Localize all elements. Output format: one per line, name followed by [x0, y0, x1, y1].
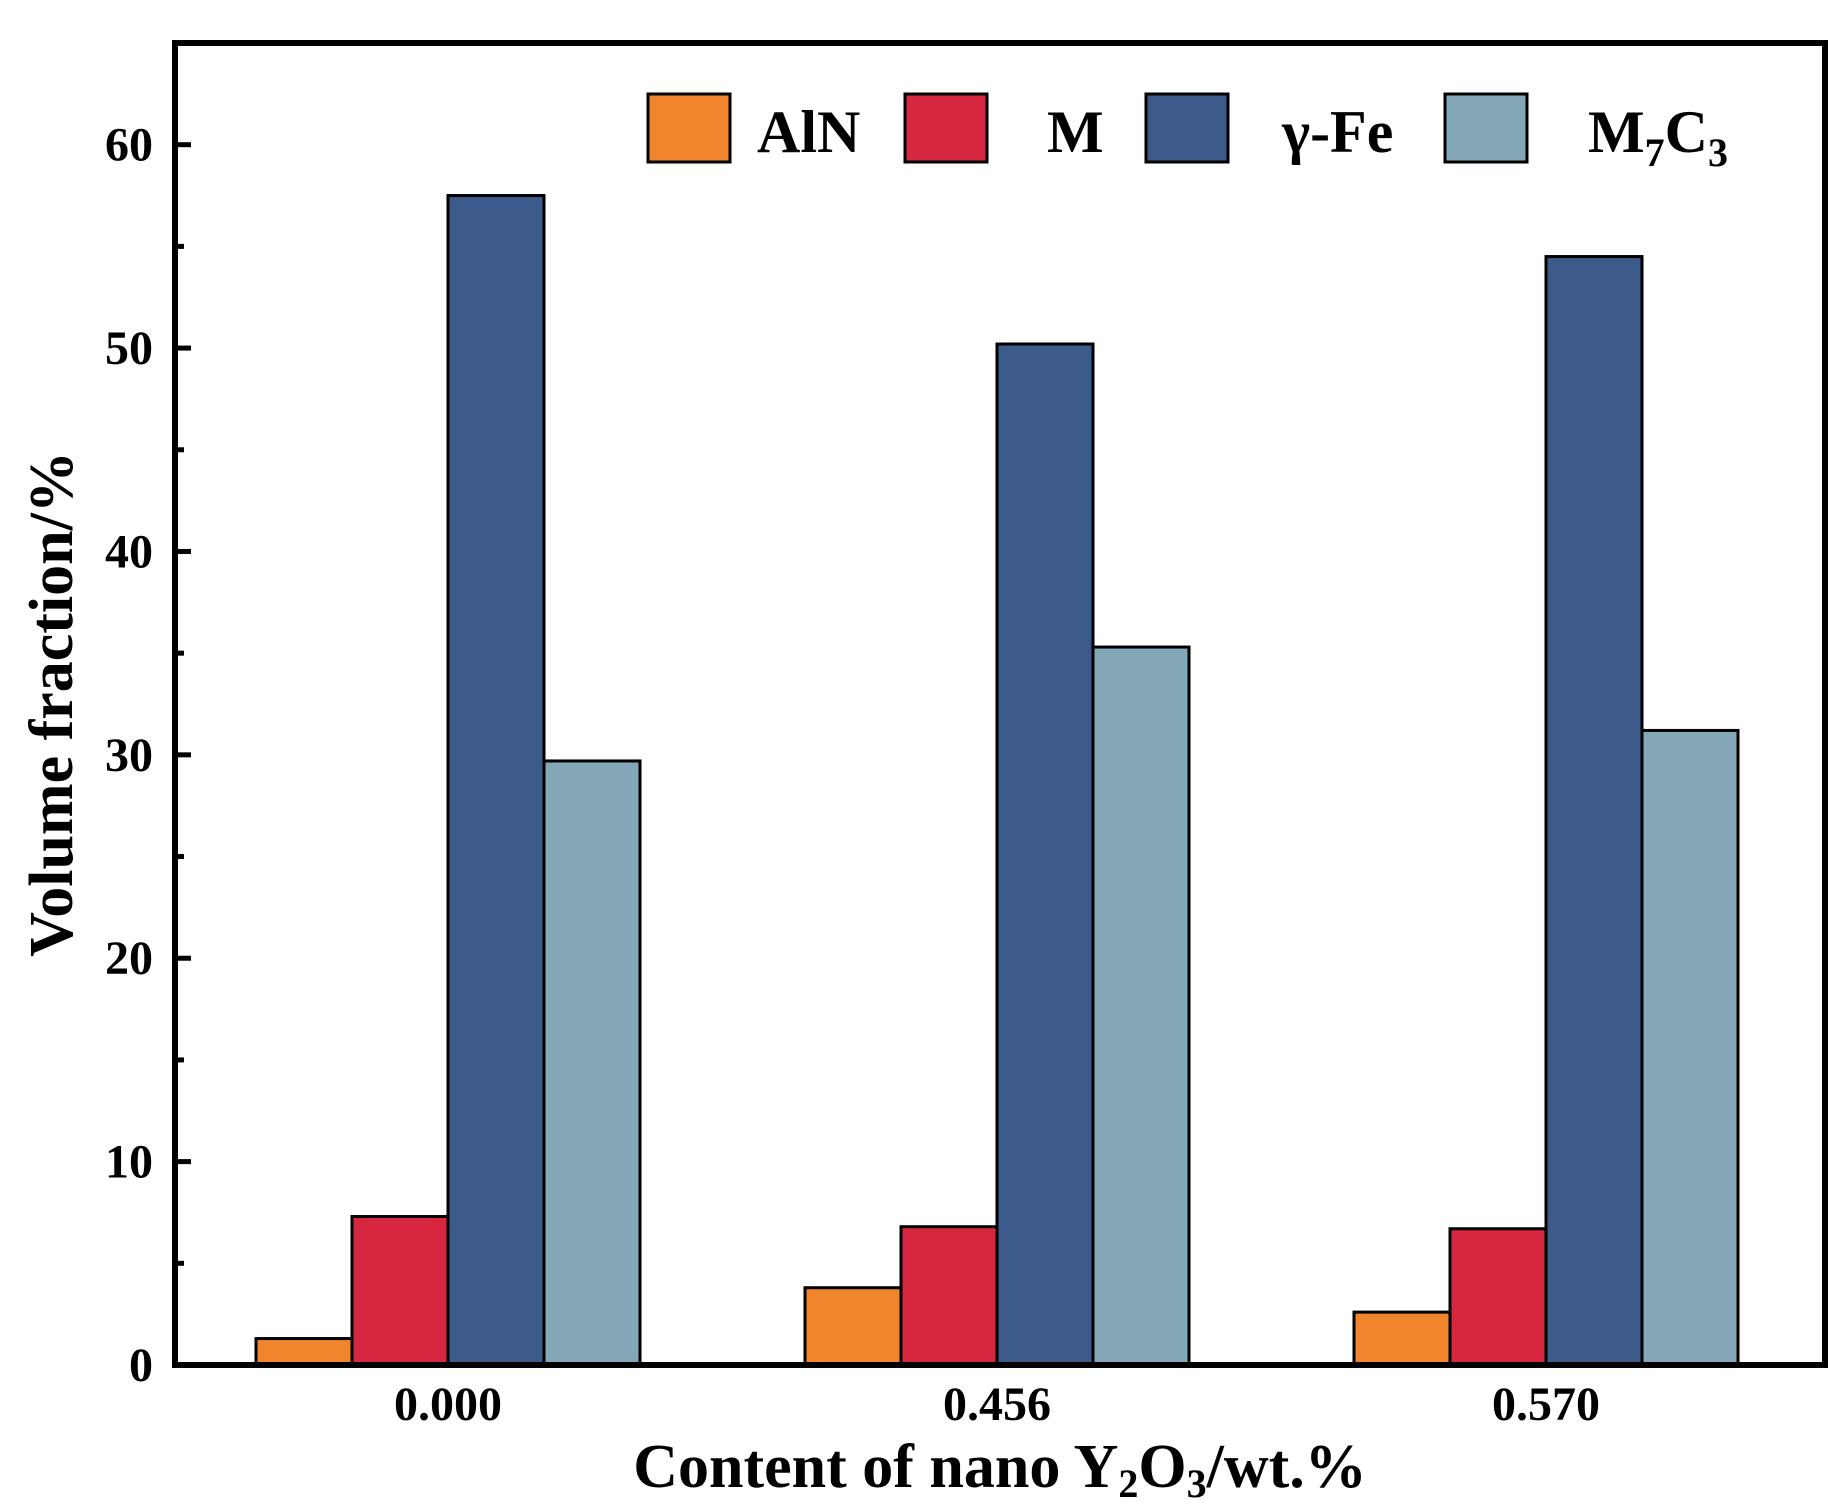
bars-group: [254, 194, 1740, 1367]
bar-aln-1: [803, 1286, 903, 1367]
y-tick-label: 0: [129, 1339, 153, 1392]
bar-aln-0: [254, 1337, 354, 1367]
y-axis: 0 10 20 30 40 50 60: [105, 119, 191, 1392]
legend-label--fe: γ-Fe: [1281, 99, 1393, 165]
y-axis-title: Volume fraction/%: [18, 451, 86, 957]
bar-m-2: [1448, 1227, 1548, 1367]
legend-label-m: M: [1047, 99, 1104, 165]
x-tick-label: 0.000: [394, 1378, 502, 1431]
bar-m7c3-2: [1640, 728, 1740, 1367]
legend-swatch-m7c3: [1443, 92, 1529, 164]
legend-swatch--fe: [1144, 92, 1230, 164]
bar-aln-2: [1352, 1310, 1452, 1367]
bar-m7c3-0: [542, 759, 642, 1367]
bar-m-1: [899, 1225, 999, 1367]
bar--fe-1: [995, 342, 1095, 1367]
y-tick-label: 60: [105, 119, 153, 172]
y-tick-label: 20: [105, 932, 153, 985]
y-tick-label: 10: [105, 1136, 153, 1189]
x-axis: 0.000 0.456 0.570: [394, 1378, 1600, 1431]
bar-m-0: [350, 1215, 450, 1367]
bar--fe-0: [446, 194, 546, 1367]
legend-label-aln: AlN: [757, 99, 860, 165]
bar--fe-2: [1544, 255, 1644, 1367]
bar-m7c3-1: [1091, 645, 1191, 1367]
y-tick-label: 30: [105, 729, 153, 782]
legend-swatch-m: [903, 92, 989, 164]
x-axis-title: Content of nano Y2O3/wt.%: [633, 1433, 1367, 1506]
plot-frame: [172, 40, 1828, 1368]
y-tick-label: 50: [105, 322, 153, 375]
y-tick-label: 40: [105, 525, 153, 578]
legend-label-m7c3: M7C3: [1588, 99, 1728, 175]
legend-swatch-aln: [646, 92, 732, 164]
x-tick-label: 0.456: [943, 1378, 1051, 1431]
x-tick-label: 0.570: [1492, 1378, 1600, 1431]
